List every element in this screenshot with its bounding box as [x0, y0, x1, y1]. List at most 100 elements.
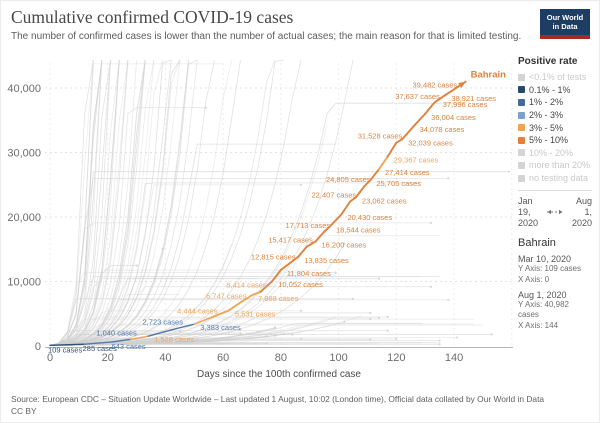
timeline: Jan 19, 2020 Aug 1, 2020: [518, 196, 592, 228]
point-value-label: 285 cases: [83, 344, 117, 353]
legend-item-label: <0.1% of tests: [529, 72, 587, 83]
point-value-label: 31,528 cases: [358, 132, 403, 141]
legend-swatch-icon: [518, 73, 525, 81]
legend-item-label: more than 20%: [529, 160, 591, 171]
timeline-end-month: Aug: [575, 196, 592, 207]
x-tick-label: 100: [329, 352, 347, 364]
legend-item-2[interactable]: 1% - 2%: [518, 96, 598, 109]
x-tick-label: 120: [387, 352, 405, 364]
x-tick-label: 80: [275, 352, 287, 364]
line-arrowhead-icon: [458, 81, 466, 89]
point-value-label: 22,407 cases: [312, 190, 357, 199]
legend-swatch-icon: [518, 136, 525, 144]
point-value-label: 7,888 cases: [258, 294, 299, 303]
x-tick-label: 60: [217, 352, 229, 364]
point-value-label: 2,723 cases: [143, 317, 184, 326]
timeline-start-year: 2020: [518, 217, 539, 228]
point-value-label: 8,414 cases: [226, 281, 267, 290]
chart-area[interactable]: 0 20 40 60 80 100 120 140 0 10,000 20,000 30,000 40,…: [1, 51, 600, 386]
point-value-label: 36,004 cases: [431, 113, 476, 122]
y-tick-label: 30,000: [7, 148, 41, 160]
timeline-end[interactable]: Aug 1, 2020: [572, 196, 592, 228]
license-line: CC BY: [11, 406, 37, 417]
point-value-label: 16,200 cases: [322, 241, 367, 250]
legend-item-label: 1% - 2%: [529, 97, 564, 108]
legend: <0.1% of tests 0.1% - 1% 1% - 2% 2% - 3% 3% …: [518, 71, 598, 184]
tooltip-country-name: Bahrain: [518, 237, 556, 250]
point-value-label: 18,544 cases: [336, 225, 381, 234]
legend-item-label: 5% - 10%: [529, 135, 569, 146]
tooltip-yaxis-0: Y Axis: 109 cases: [518, 264, 581, 274]
point-value-label: 13,835 cases: [304, 256, 349, 265]
source-note: Source: European CDC – Situation Update …: [11, 393, 593, 418]
point-value-label: 39,482 cases: [413, 80, 458, 89]
point-value-label: 6,747 cases: [206, 291, 247, 300]
point-value-label: 3,383 cases: [200, 323, 241, 332]
timeline-end-day: 1,: [584, 206, 592, 217]
tooltip-xaxis-0: X Axis: 0: [518, 274, 550, 284]
legend-item-label: 2% - 3%: [529, 110, 564, 121]
source-line: Source: European CDC – Situation Update …: [11, 393, 545, 404]
point-value-label: 32,039 cases: [408, 138, 453, 147]
legend-swatch-icon: [518, 174, 525, 182]
series-end-label[interactable]: Bahrain: [471, 70, 507, 81]
tooltip-xaxis-1: X Axis: 144: [518, 320, 559, 330]
owid-logo[interactable]: Our World in Data: [540, 9, 590, 39]
point-value-label: 25,705 cases: [376, 179, 421, 188]
legend-swatch-icon: [518, 124, 525, 132]
timeline-start-month: Jan: [518, 196, 533, 207]
owid-logo-line2: in Data: [552, 22, 578, 32]
point-value-label: 10,052 cases: [278, 280, 323, 289]
legend-item-5[interactable]: 5% - 10%: [518, 134, 598, 147]
legend-swatch-icon: [518, 98, 525, 106]
x-tick-label: 20: [102, 352, 114, 364]
legend-item-6[interactable]: 10% - 20%: [518, 147, 598, 160]
legend-item-label: 3% - 5%: [529, 122, 564, 133]
legend-item-1[interactable]: 0.1% - 1%: [518, 84, 598, 97]
y-tick-label: 10,000: [7, 277, 41, 289]
y-tick-label: 20,000: [7, 212, 41, 224]
timeline-start[interactable]: Jan 19, 2020: [518, 196, 538, 228]
tooltip-date-1: Aug 1, 2020: [518, 289, 567, 300]
bahrain-series-line[interactable]: [49, 79, 467, 346]
point-value-label: 37,637 cases: [395, 92, 440, 101]
point-value-label: 27,414 cases: [385, 168, 430, 177]
x-axis-title: Days since the 100th confirmed case: [197, 369, 361, 380]
legend-item-label: 0.1% - 1%: [529, 84, 571, 95]
point-value-label: 15,417 cases: [268, 236, 313, 245]
point-value-label: 643 cases: [111, 342, 145, 351]
point-value-label: 5,531 cases: [235, 309, 276, 318]
point-value-label: 12,815 cases: [251, 252, 296, 261]
legend-item-7[interactable]: more than 20%: [518, 159, 598, 172]
y-tick-label: 0: [35, 341, 41, 353]
point-value-label: 4,444 cases: [177, 306, 218, 315]
point-value-label: 20,430 cases: [347, 213, 392, 222]
y-tick-label: 40,000: [7, 83, 41, 95]
legend-item-8[interactable]: no testing data: [518, 172, 598, 185]
point-value-label: 23,062 cases: [362, 196, 407, 205]
legend-item-label: 10% - 20%: [529, 147, 574, 158]
point-value-label: 38,921 cases: [451, 94, 496, 103]
legend-swatch-icon: [518, 111, 525, 119]
timeline-range-arrow-icon[interactable]: [538, 207, 572, 217]
chart-canvas[interactable]: 0 20 40 60 80 100 120 140 0 10,000 20,000 30,000 40,…: [1, 51, 600, 386]
background-country-lines: [49, 59, 510, 346]
chart-subtitle: The number of confirmed cases is lower t…: [11, 31, 522, 42]
timeline-start-day: 19,: [518, 206, 531, 217]
x-tick-label: 140: [445, 352, 463, 364]
x-tick-label: 40: [159, 352, 171, 364]
point-value-label: 37,996 cases: [443, 100, 488, 109]
owid-logo-line1: Our World: [546, 13, 584, 22]
legend-item-3[interactable]: 2% - 3%: [518, 109, 598, 122]
legend-swatch-icon: [518, 149, 525, 157]
legend-item-0[interactable]: <0.1% of tests: [518, 71, 598, 84]
point-value-label: 1,528 cases: [154, 335, 195, 344]
tooltip-yaxis-1: Y Axis: 40,982 cases: [518, 299, 569, 320]
point-value-label: 29,367 cases: [394, 156, 439, 165]
legend-item-4[interactable]: 3% - 5%: [518, 121, 598, 134]
point-value-label: 109 cases: [48, 345, 82, 354]
x-tick-label: 0: [47, 352, 53, 364]
axes: 0 20 40 60 80 100 120 140 0 10,000 20,000 30,000 40,…: [7, 83, 513, 380]
